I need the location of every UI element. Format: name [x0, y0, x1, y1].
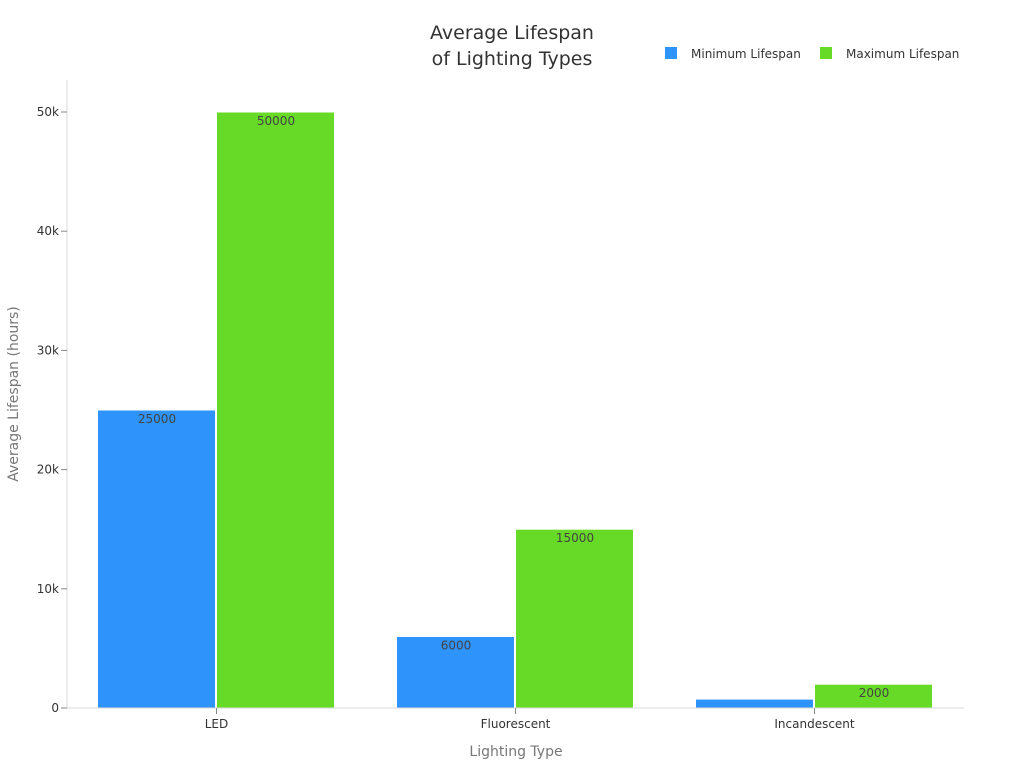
bar-fluorescent-minimum — [396, 636, 515, 709]
bar-incandescent-minimum — [695, 698, 814, 709]
data-labels-layer: 25000 50000 6000 15000 2000 — [138, 114, 889, 700]
data-label-fluorescent-maximum: 15000 — [556, 531, 594, 545]
y-tick-label: 40k — [37, 224, 59, 238]
x-tick-label-incandescent: Incandescent — [774, 717, 855, 731]
chart-title: Average Lifespan of Lighting Types — [430, 22, 594, 70]
y-tick-label: 30k — [37, 343, 59, 357]
y-tick-label: 0 — [51, 701, 59, 715]
chart-title-line-2: of Lighting Types — [432, 48, 593, 70]
x-axis-title: Lighting Type — [469, 744, 562, 760]
y-tick-label: 20k — [37, 463, 59, 477]
bar-led-maximum — [216, 111, 335, 709]
y-tick-label: 10k — [37, 582, 59, 596]
legend-swatch-maximum — [820, 47, 832, 59]
bar-led-minimum — [97, 409, 216, 709]
legend-swatch-minimum — [665, 47, 677, 59]
legend-label-minimum: Minimum Lifespan — [691, 47, 801, 61]
y-tick-label: 50k — [37, 105, 59, 119]
bar-fluorescent-maximum — [515, 528, 634, 709]
chart-title-line-1: Average Lifespan — [430, 22, 594, 44]
data-label-fluorescent-minimum: 6000 — [441, 639, 472, 653]
data-label-incandescent-maximum: 2000 — [859, 686, 890, 700]
x-axis-ticks: LED Fluorescent Incandescent — [205, 708, 855, 731]
y-axis-title: Average Lifespan (hours) — [6, 306, 22, 482]
bars-layer — [97, 111, 933, 709]
data-label-led-minimum: 25000 — [138, 412, 176, 426]
data-label-led-maximum: 50000 — [257, 114, 295, 128]
x-tick-label-led: LED — [205, 717, 229, 731]
legend-label-maximum: Maximum Lifespan — [846, 47, 959, 61]
legend: Minimum Lifespan Maximum Lifespan — [665, 47, 959, 61]
x-tick-label-fluorescent: Fluorescent — [481, 717, 551, 731]
y-axis-ticks: 0 10k 20k 30k 40k 50k — [37, 105, 67, 715]
